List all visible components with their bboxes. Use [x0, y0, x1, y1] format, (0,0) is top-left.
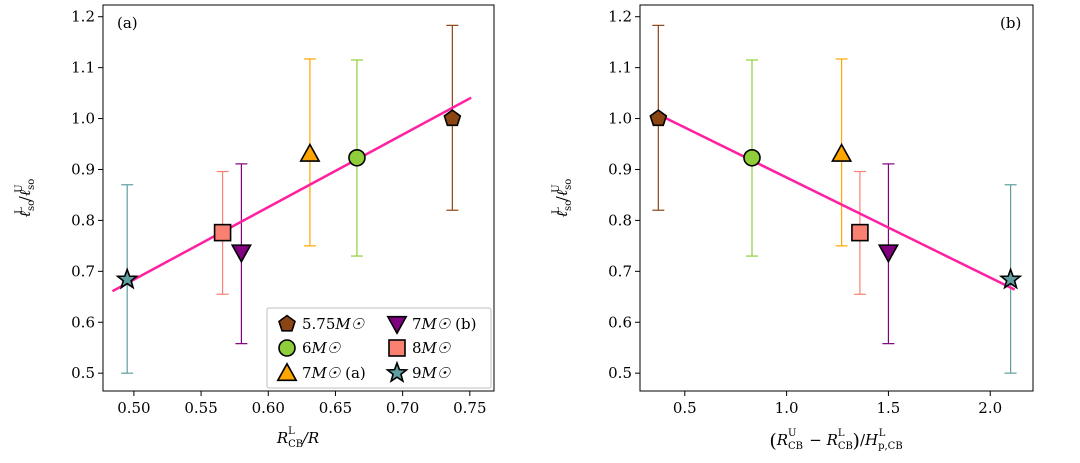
panel-b-axes-frame	[639, 4, 1034, 392]
panel-a-axes-frame	[102, 4, 495, 392]
legend-markers	[276, 314, 409, 383]
legend-marker-9	[385, 360, 409, 383]
panel-a-ytick-label-0-6: 0.6	[71, 313, 95, 331]
legend-label-6: 6M☉	[302, 339, 341, 357]
panel-a-ytick-label-1-0: 1.0	[71, 110, 95, 128]
legend-label-7a: 7M☉ (a)	[302, 364, 366, 382]
panel-b-ytick-label-0-7: 0.7	[608, 262, 632, 280]
panel-a-marker-9m	[115, 267, 139, 290]
legend-label-5p75: 5.75M☉	[302, 315, 365, 333]
panel-b-ytick-label-1-0: 1.0	[608, 110, 632, 128]
panel-b-error-bars	[652, 24, 1017, 374]
panel-a-marker-5-75m	[443, 109, 462, 127]
legend-label-9: 9M☉	[412, 364, 451, 382]
panel-a-ytick-label-0-9: 0.9	[71, 160, 95, 178]
panel-a-xtick-label-0-65: 0.65	[319, 399, 352, 417]
panel-a-ytick-label-0-8: 0.8	[71, 211, 95, 229]
panel-a-xtick-label-0-55: 0.55	[184, 399, 217, 417]
legend-marker-8	[388, 339, 406, 357]
legend-marker-6	[278, 339, 296, 357]
panel-b-xtick-label-1-5: 1.5	[876, 399, 900, 417]
panel-a-marker-6m	[348, 148, 366, 167]
panel-a-ytick-label-0-5: 0.5	[71, 364, 95, 382]
panel-a-ylabel: ℓsoL/ℓsoU	[14, 179, 37, 218]
panel-b-xlabel: (RCBU − RCBL)/Hp,CBL	[769, 428, 902, 452]
panel-b-ytick-label-1-2: 1.2	[608, 8, 632, 26]
panel-b-ylabel: ℓsoL/ℓsoU	[551, 179, 574, 218]
panel-a-fit-line	[111, 96, 472, 293]
legend-marker-5-75	[278, 314, 296, 332]
panel-b-ytick-label-1-1: 1.1	[608, 59, 632, 77]
panel-b-marker-5-75m	[649, 109, 668, 127]
panel-a-xtick-label-0-75: 0.75	[453, 399, 486, 417]
legend-marker-7-a	[276, 362, 298, 382]
legend-label-7b: 7M☉ (b)	[412, 315, 476, 333]
legend: 5.75M☉ 7M☉ (b) 6M☉ 8M☉ 7M☉ (a) 9M☉	[266, 307, 492, 389]
panel-b-markers	[649, 109, 1023, 290]
panel-a-marker-7m-b	[230, 244, 252, 264]
panel-a: 0.50 0.55 0.60 0.65 0.70 0.75 0.5 0.6 0.7 0.8 0.9 1…	[14, 4, 495, 450]
legend-frame	[266, 307, 492, 389]
panel-b-marker-8m	[851, 223, 869, 242]
panel-a-markers	[115, 109, 462, 290]
panel-a-xtick-label-0-60: 0.60	[252, 399, 285, 417]
panel-b-tag: (b)	[1000, 14, 1021, 32]
panel-a-ytick-label-1-1: 1.1	[71, 59, 95, 77]
panel-b-marker-7m-b	[877, 244, 899, 264]
panel-b-marker-7m-a	[831, 142, 853, 162]
legend-label-8: 8M☉	[412, 339, 451, 357]
panel-a-ticks: 0.50 0.55 0.60 0.65 0.70 0.75 0.5 0.6 0.7 0.8 0.9 1…	[71, 8, 486, 417]
panel-b-fit-line	[657, 113, 1016, 291]
panel-b: 0.5 1.0 1.5 2.0 0.5 0.6 0.7 0.8 0.9 1.0 1.1 1.2 (b)…	[551, 4, 1034, 452]
panel-a-ytick-label-1-2: 1.2	[71, 8, 95, 26]
legend-marker-7-b	[386, 315, 408, 335]
panel-b-ticks: 0.5 1.0 1.5 2.0 0.5 0.6 0.7 0.8 0.9 1.0 1.1 1.2	[608, 8, 1002, 417]
panel-a-xtick-label-0-70: 0.70	[386, 399, 419, 417]
panel-b-ytick-label-0-6: 0.6	[608, 313, 632, 331]
panel-b-xtick-label-2-0: 2.0	[978, 399, 1002, 417]
panel-a-xlabel: RCBL/R	[276, 426, 319, 450]
panel-a-marker-7m-a	[299, 142, 321, 162]
panel-b-ytick-label-0-5: 0.5	[608, 364, 632, 382]
panel-b-xtick-label-1-0: 1.0	[775, 399, 799, 417]
panel-b-ytick-label-0-8: 0.8	[608, 211, 632, 229]
panel-a-ytick-label-0-7: 0.7	[71, 262, 95, 280]
panel-a-tag: (a)	[117, 14, 138, 32]
panel-a-marker-8m	[213, 223, 232, 242]
panel-b-marker-6m	[743, 148, 761, 167]
panel-a-xtick-label-0-50: 0.50	[117, 399, 150, 417]
panel-b-marker-9m	[998, 267, 1023, 290]
panel-b-ytick-label-0-9: 0.9	[608, 160, 632, 178]
panel-b-xtick-label-0-5: 0.5	[673, 399, 697, 417]
